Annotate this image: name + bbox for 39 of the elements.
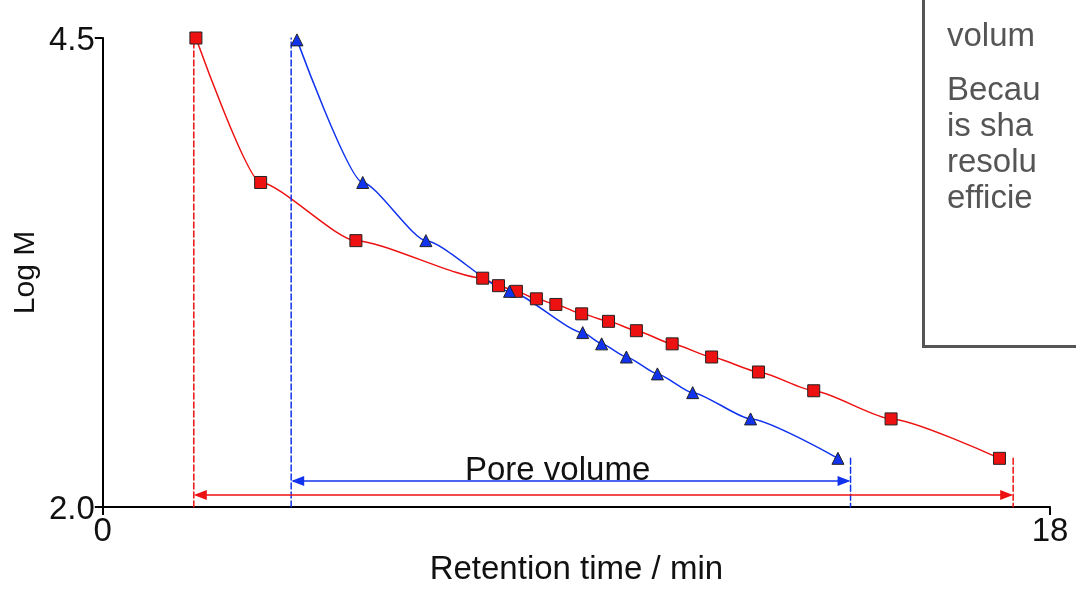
y-axis-title: Log M — [6, 230, 40, 315]
point — [356, 175, 370, 189]
point — [665, 337, 679, 351]
annotation: efficie — [947, 178, 1034, 215]
point — [831, 451, 845, 465]
point — [751, 365, 765, 379]
point — [744, 412, 758, 426]
x-axis-title: Retention time / min — [429, 549, 724, 586]
point — [503, 284, 517, 298]
point — [419, 234, 433, 248]
annotation: volum — [947, 16, 1037, 53]
point — [349, 234, 363, 248]
point — [254, 175, 268, 189]
point — [705, 350, 719, 364]
point — [650, 367, 664, 381]
point — [476, 271, 490, 285]
annotation: resolu — [947, 142, 1038, 179]
point — [576, 326, 590, 340]
point — [619, 350, 633, 364]
annotation: Becau — [947, 70, 1042, 107]
point — [549, 297, 563, 311]
point — [529, 292, 543, 306]
annotation: is sha — [947, 106, 1035, 143]
point — [807, 384, 821, 398]
point — [290, 33, 304, 47]
point — [686, 386, 700, 400]
point — [575, 307, 589, 321]
annotation: Pore volume — [465, 450, 651, 487]
point — [595, 337, 609, 351]
point — [884, 412, 898, 426]
point — [629, 324, 643, 338]
point — [601, 314, 615, 328]
point — [189, 31, 203, 45]
point — [992, 451, 1006, 465]
point — [492, 279, 505, 293]
y-tick-label: 4.5 — [48, 19, 95, 57]
x-tick-label: 18 — [1031, 511, 1069, 549]
y-tick-label: 2.0 — [48, 488, 95, 526]
x-tick-label: 0 — [93, 511, 112, 549]
